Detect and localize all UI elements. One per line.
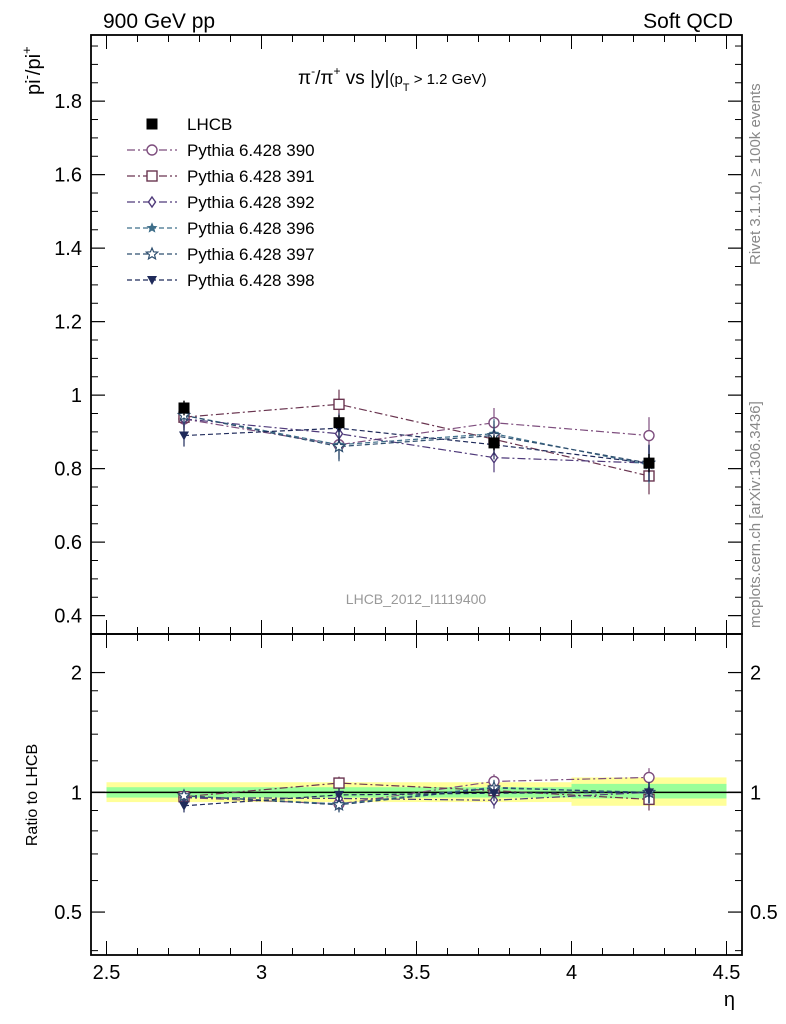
y-tick-label: 1.4 [54, 238, 82, 260]
main-panel: 0.40.60.811.21.41.61.8 π-/π+ vs |y|(pT >… [19, 34, 743, 635]
series-line [183, 414, 650, 464]
legend-label: Pythia 6.428 396 [187, 219, 315, 238]
series-line [183, 414, 650, 466]
ratio-data-point [643, 771, 655, 784]
legend-marker [144, 246, 160, 261]
main-axis-ticks: 0.4 0.6 0.8 1 1.2 1.4 1.6 1.8 [54, 35, 742, 634]
legend-marker [146, 144, 158, 156]
legend-marker [146, 222, 158, 233]
ratio-data-point [179, 801, 189, 811]
ratio-series-line [183, 787, 650, 806]
main-title: π-/π+ vs |y|(pT > 1.2 GeV) [298, 64, 487, 94]
lhcb-point [178, 402, 190, 414]
legend-marker [146, 170, 158, 182]
ratio-y-tick-label-right: 0.5 [750, 902, 778, 924]
legend-label: Pythia 6.428 390 [187, 141, 315, 160]
xlabel: η [724, 989, 735, 1011]
ylabel-plus-sup: + [19, 46, 34, 54]
ratio-data-point [333, 777, 345, 789]
x-tick-label: 3.5 [403, 962, 431, 984]
x-tick-label: 3 [256, 962, 267, 984]
lhcb-point [488, 437, 500, 449]
analysis-watermark: LHCB_2012_I1119400 [346, 591, 487, 607]
title-vs-y: vs |y| [341, 68, 390, 89]
title-pi-plus: /π [315, 68, 333, 89]
ratio-panel-frame [90, 633, 743, 956]
title-plus-sup: + [334, 64, 341, 78]
ratio-y-tick-label: 0.5 [54, 902, 82, 924]
legend-label: Pythia 6.428 392 [187, 193, 315, 212]
legend-marker [147, 276, 157, 285]
x-tick-label: 2.5 [93, 962, 121, 984]
data-point [331, 439, 347, 453]
ratio-axis-ticks: 0.5 0.5 1 1 2 2 [54, 634, 778, 955]
ratio-data-point [489, 789, 499, 799]
legend-lhcb-label: LHCB [187, 115, 232, 134]
x-tick-labels: 2.5 3 3.5 4 4.5 [93, 962, 741, 984]
legend: LHCB Pythia 6.428 390 Pythia 6.428 391 Pyth… [127, 115, 315, 290]
ratio-y-tick-label: 1 [71, 782, 82, 804]
lhcb-point [643, 457, 655, 469]
mcplots-label: mcplots.cern.ch [arXiv:1306.3436] [747, 401, 764, 628]
y-tick-label: 1.8 [54, 91, 82, 113]
ratio-data-point [644, 788, 654, 798]
header-right: Soft QCD [643, 10, 733, 33]
ratio-ylabel: Ratio to LHCB [24, 744, 41, 846]
y-tick-label: 1.2 [54, 312, 82, 334]
data-point [179, 431, 189, 441]
series-line [183, 418, 650, 446]
y-tick-label: 1.6 [54, 165, 82, 187]
y-tick-label: 0.6 [54, 532, 82, 554]
data-point [643, 429, 655, 442]
legend-label: Pythia 6.428 397 [187, 245, 315, 264]
y-tick-label: 1 [71, 385, 82, 407]
series-line [183, 403, 650, 477]
x-tick-label: 4.5 [713, 962, 741, 984]
ratio-data-point [334, 790, 344, 800]
series-line [183, 418, 650, 464]
ratio-data-point [331, 797, 347, 811]
legend-lhcb-marker [146, 118, 158, 130]
svg-text:pi-/pi+: pi-/pi+ [19, 46, 45, 95]
title-pi-minus: π [298, 68, 311, 89]
ratio-data-point [176, 788, 192, 802]
main-plot-data [176, 389, 657, 495]
legend-label: Pythia 6.428 398 [187, 271, 315, 290]
ratio-series-line [183, 782, 650, 800]
rivet-label: Rivet 3.1.10, ≥ 100k events [747, 83, 764, 265]
ratio-series-line [183, 791, 650, 801]
ratio-series-line [183, 791, 650, 807]
title-pt-sub: T [403, 82, 410, 94]
ylabel-pi2: /pi [23, 54, 45, 75]
y-tick-label: 0.8 [54, 459, 82, 481]
title-minus-sup: - [311, 64, 315, 78]
ratio-y-tick-label-right: 2 [750, 663, 761, 685]
lhcb-point [333, 417, 345, 429]
x-tick-label: 4 [566, 962, 577, 984]
ylabel-pi: pi [23, 79, 45, 95]
ratio-panel: 0.5 0.5 1 1 2 2 Ratio to LHCB η 2.5 3 3.5 4 4.5 [24, 633, 778, 1011]
header-left: 900 GeV pp [103, 10, 215, 33]
ratio-series-line [183, 776, 650, 805]
data-point [333, 398, 345, 411]
y-tick-label: 0.4 [54, 606, 82, 628]
main-ylabel: pi-/pi+ [19, 46, 45, 95]
ratio-y-tick-label-right: 1 [750, 782, 761, 804]
title-pt-cut: > 1.2 GeV) [410, 71, 487, 88]
title-pt: (p [389, 71, 402, 88]
ratio-y-tick-label: 2 [71, 663, 82, 685]
legend-marker [147, 195, 157, 209]
series-line [183, 427, 650, 464]
legend-label: Pythia 6.428 391 [187, 167, 315, 186]
ratio-plot-data [176, 768, 657, 813]
ylabel-minus-sup: - [19, 75, 34, 79]
